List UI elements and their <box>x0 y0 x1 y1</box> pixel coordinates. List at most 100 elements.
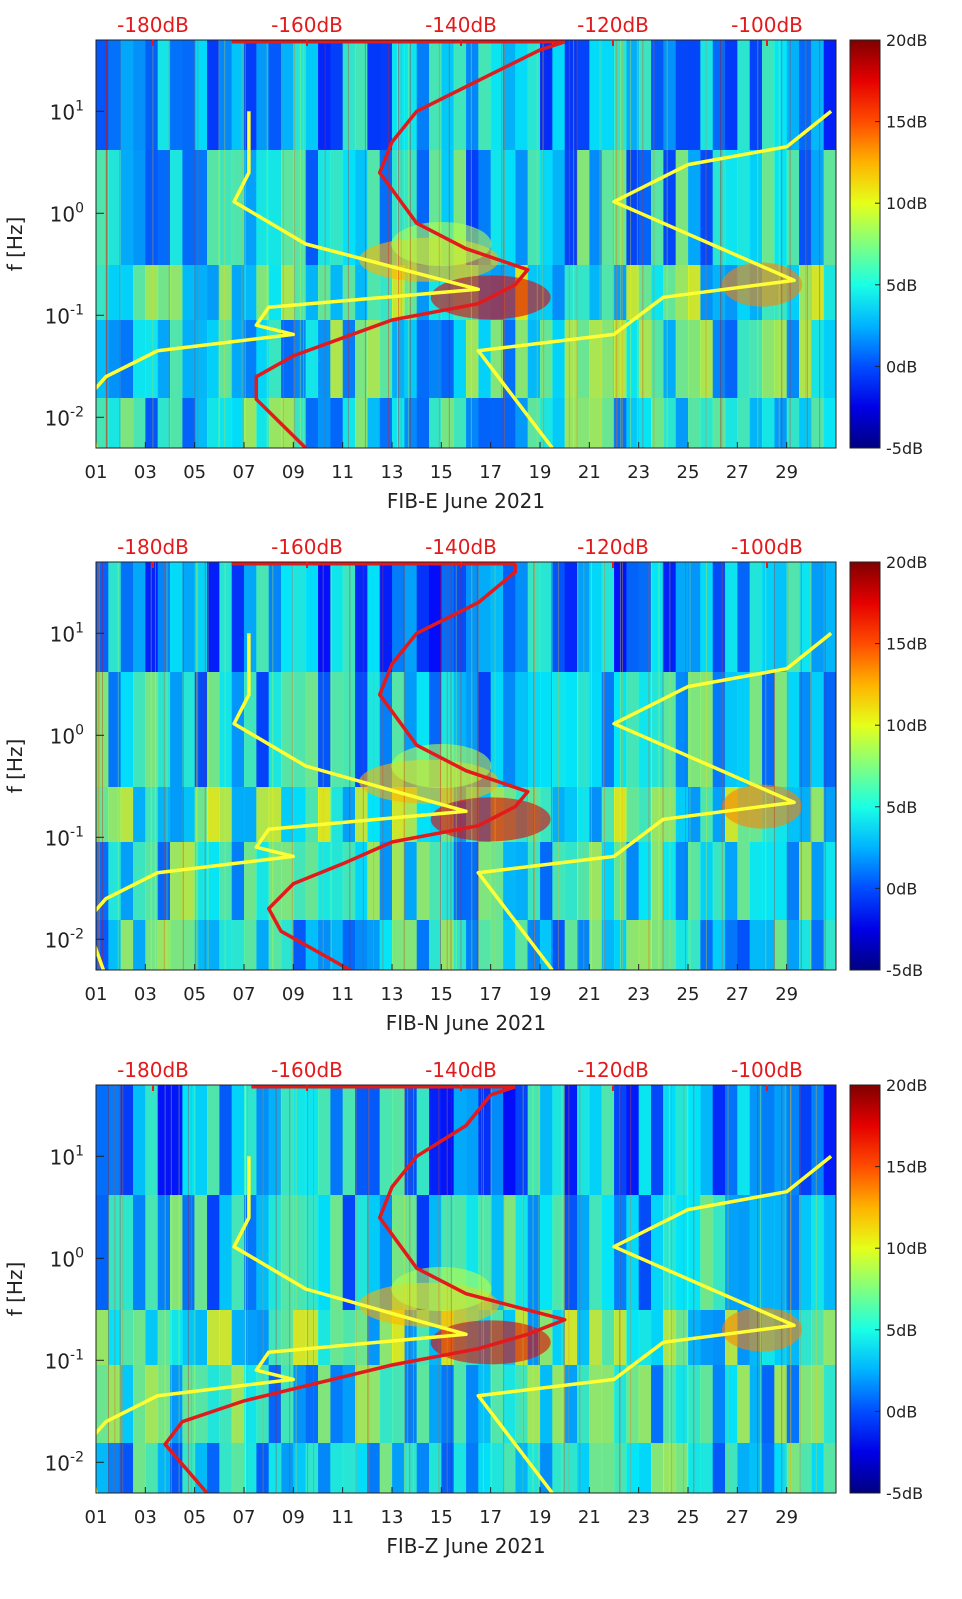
spectrogram-cell <box>182 320 196 398</box>
spectrogram-cell <box>786 1443 800 1493</box>
spectrogram-cell <box>774 562 788 672</box>
x-tick-label: 25 <box>677 1507 700 1528</box>
spectrogram-cell <box>120 1310 134 1365</box>
spectrogram-cell <box>811 1310 825 1365</box>
spectrogram-cell <box>503 1365 516 1443</box>
top-axis-label: -160dB <box>271 535 343 559</box>
spectrogram-cell <box>478 1443 492 1493</box>
spectrogram-cell <box>762 40 775 150</box>
spectrogram-cell <box>823 842 836 920</box>
spectrogram-cell <box>293 562 307 672</box>
spectrogram-cell <box>589 150 603 265</box>
spectrogram-cell <box>601 920 615 970</box>
spectrogram-cell <box>700 398 714 448</box>
spectrogram-cell <box>675 842 689 920</box>
spectrogram-cell <box>823 1195 836 1310</box>
spectrogram-cell <box>305 787 319 842</box>
spectrogram-cell <box>318 1443 331 1493</box>
spectrogram-cell <box>799 1443 812 1493</box>
spectrogram-cell <box>823 320 836 398</box>
spectrogram-cell <box>145 150 159 265</box>
x-tick-label: 27 <box>726 1507 749 1528</box>
spectrogram-cell <box>157 920 171 970</box>
spectrogram-cell <box>503 1085 516 1195</box>
spectrogram-cell <box>219 920 233 970</box>
spectrogram-cell <box>540 1085 553 1195</box>
spectrogram-cell <box>688 150 701 265</box>
spectrogram-cell <box>737 562 751 672</box>
spectrogram-cell <box>244 265 257 320</box>
spectrogram-cell <box>120 150 134 265</box>
spectrogram-cell <box>515 562 529 672</box>
spectrogram-cell <box>441 320 455 398</box>
spectrogram-cell <box>305 40 319 150</box>
spectrogram-cell <box>256 265 270 320</box>
spectrogram-cell <box>367 1085 381 1195</box>
spectrogram-cell <box>256 1085 270 1195</box>
spectrogram-cell <box>725 1443 738 1493</box>
spectrogram-cell <box>379 562 393 672</box>
spectrogram-cell <box>120 320 134 398</box>
spectrogram-cell <box>626 672 640 787</box>
spectrogram-cell <box>614 920 627 970</box>
x-tick-label: 13 <box>381 462 404 483</box>
spectrogram-cell <box>466 398 479 448</box>
spectrogram-cell <box>601 672 615 787</box>
spectrogram-cell <box>367 150 381 265</box>
spectrogram-cell <box>577 562 590 672</box>
spectrogram-cell <box>515 1085 529 1195</box>
spectrogram-cell <box>589 398 603 448</box>
spectrogram-cell <box>219 150 233 265</box>
spectrogram-cell <box>626 787 640 842</box>
spectrogram-cell <box>737 842 751 920</box>
spectrogram-cell <box>194 150 208 265</box>
spectrogram-cell <box>120 672 134 787</box>
spectrogram-cell <box>725 1365 738 1443</box>
spectrogram-cell <box>170 920 183 970</box>
spectrogram-cell <box>453 40 467 150</box>
spectrogram-cell <box>293 40 307 150</box>
spectrogram-cell <box>823 920 836 970</box>
spectrogram-cell <box>194 787 208 842</box>
spectrogram-cell <box>392 562 405 672</box>
spectrogram-cell <box>589 920 603 970</box>
spectrogram-cell <box>749 1195 763 1310</box>
spectrogram-cell <box>244 787 257 842</box>
spectrogram-cell <box>145 1365 159 1443</box>
spectrogram-cell <box>564 150 578 265</box>
spectrogram-cell <box>490 398 504 448</box>
spectrogram-cell <box>96 398 109 448</box>
spectrogram-cell <box>170 1195 183 1310</box>
colorbar-label: 20dB <box>886 553 928 572</box>
plot-frame <box>95 39 837 449</box>
spectrogram-cell <box>552 320 566 398</box>
spectrogram-cell <box>219 1310 233 1365</box>
spectrogram-cell <box>268 1195 282 1310</box>
colorbar-label: 15dB <box>886 635 928 654</box>
spectrogram-cell <box>170 562 183 672</box>
spectrogram-cell <box>663 40 677 150</box>
y-tick-label: 100 <box>50 722 84 748</box>
curves <box>96 40 833 448</box>
spectrogram-cell <box>799 1085 812 1195</box>
colorbar-label: 0dB <box>886 1402 917 1421</box>
spectrogram-cell <box>293 265 307 320</box>
spectrogram-cell <box>527 842 541 920</box>
spectrogram-cell <box>688 1195 701 1310</box>
spectrogram-cell <box>416 1443 430 1493</box>
spectrogram-cell <box>219 842 233 920</box>
spectrogram-cell <box>564 562 578 672</box>
spectrogram-cell <box>799 787 812 842</box>
spectrogram-cell <box>589 1085 603 1195</box>
spectrogram-cell <box>207 1365 220 1443</box>
spectrogram-cell <box>651 265 664 320</box>
spectrogram-cell <box>688 1443 701 1493</box>
spectrogram-cell <box>663 842 677 920</box>
spectrogram-cell <box>811 320 825 398</box>
spectrogram-cell <box>318 320 331 398</box>
spectrogram-cell <box>133 398 146 448</box>
spectrogram-cell <box>367 1443 381 1493</box>
spectrogram-cell <box>700 672 714 787</box>
spectrogram-cell <box>774 1443 788 1493</box>
top-axis-label: -120dB <box>577 535 649 559</box>
